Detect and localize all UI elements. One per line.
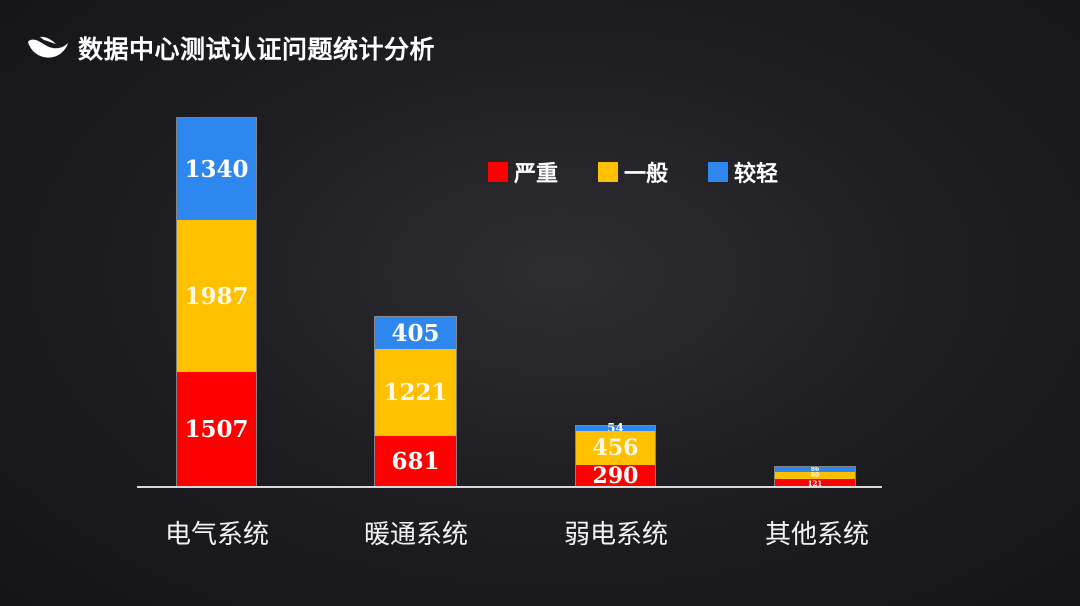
segment-severe: 1507	[177, 372, 256, 487]
segment-general: 1221	[375, 349, 456, 436]
legend-label: 较轻	[734, 162, 779, 187]
wave-leaf-logo-icon	[28, 36, 68, 58]
bar-low-voltage: 54 456 290	[576, 422, 655, 487]
segment-severe: 681	[375, 436, 456, 487]
bar-other: 86 80 121	[775, 467, 855, 487]
chart-legend: 严重 一般 较轻	[488, 156, 818, 188]
legend-label: 一般	[624, 162, 669, 187]
segment-minor: 405	[375, 317, 456, 349]
bar-electrical: 1340 1987 1507	[177, 118, 256, 487]
segment-severe: 290	[576, 465, 655, 487]
segment-general: 80	[775, 472, 855, 479]
segment-severe: 121	[775, 479, 855, 487]
x-tick-label: 弱电系统	[563, 520, 668, 550]
segment-general: 1987	[177, 220, 256, 372]
page-title: 数据中心测试认证问题统计分析	[78, 35, 436, 64]
segment-general: 456	[576, 431, 655, 465]
legend-item-minor: 较轻	[708, 156, 778, 188]
bar-hvac: 405 1221 681	[375, 317, 456, 487]
x-axis-line	[137, 486, 882, 488]
legend-swatch-severe	[488, 162, 508, 182]
legend-label: 严重	[514, 162, 559, 187]
legend-swatch-minor	[708, 162, 729, 182]
x-tick-label: 电气系统	[164, 520, 269, 550]
header: 数据中心测试认证问题统计分析	[26, 30, 435, 66]
legend-swatch-general	[598, 162, 619, 182]
segment-minor: 86	[775, 467, 855, 472]
legend-item-general: 一般	[598, 156, 668, 188]
legend-item-severe: 严重	[488, 156, 558, 188]
segment-minor: 1340	[177, 118, 256, 220]
x-tick-label: 其他系统	[764, 520, 869, 550]
x-tick-label: 暖通系统	[363, 520, 468, 550]
